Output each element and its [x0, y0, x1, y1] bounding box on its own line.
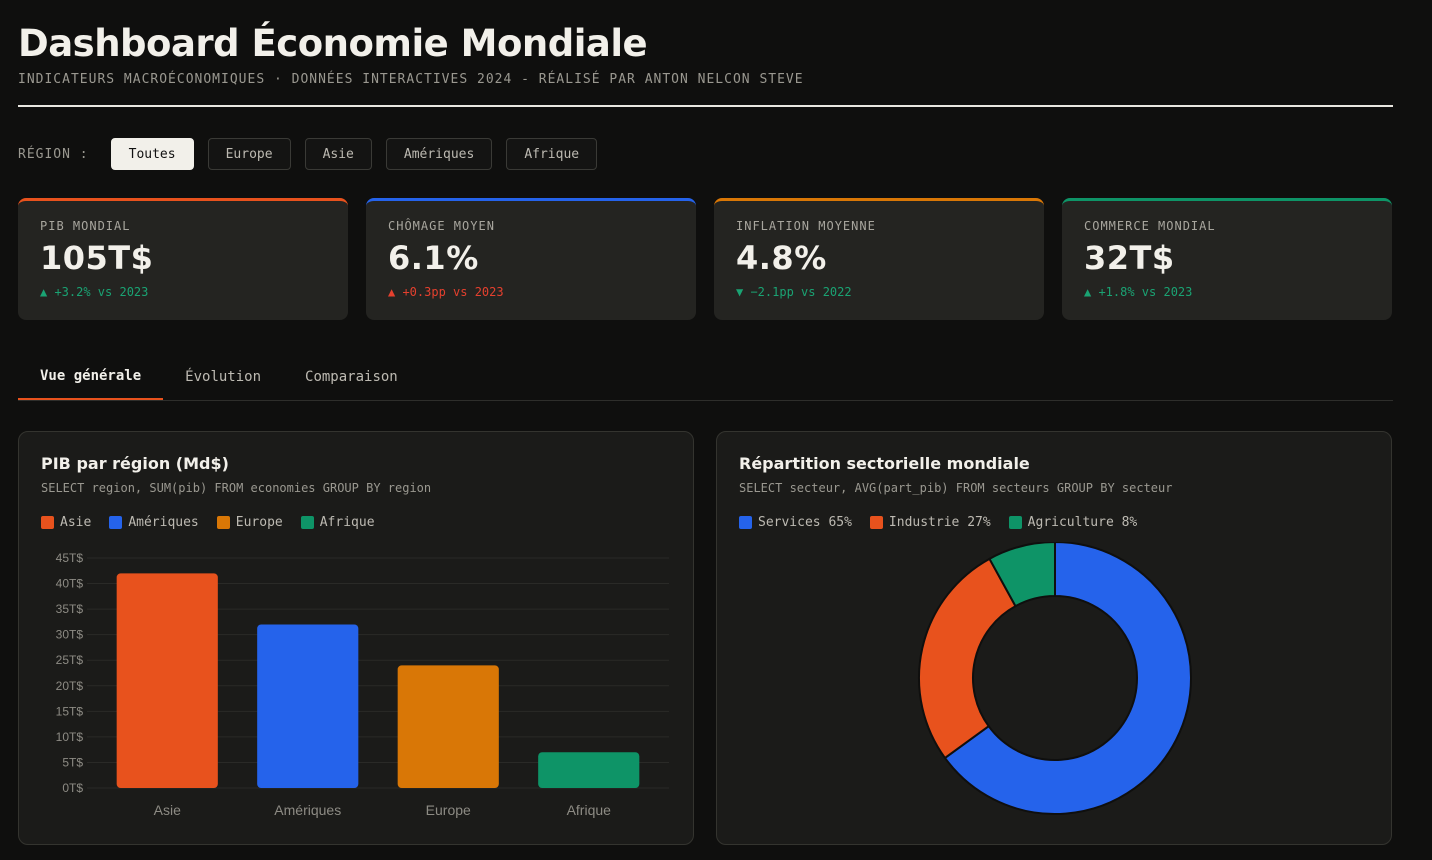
legend-swatch — [869, 516, 883, 529]
legend-item: Amériques — [109, 515, 199, 530]
legend-item: Industrie 27% — [869, 515, 991, 530]
legend-swatch — [300, 516, 314, 529]
gdp-by-region-card: PIB par région (Md$) SELECT region, SUM(… — [18, 431, 694, 845]
kpi-delta: ▲ +1.8% vs 2023 — [1084, 285, 1193, 299]
slice-services — [943, 542, 1192, 815]
kpi-value: 6.1% — [388, 239, 479, 277]
tab-overview[interactable]: Vue générale — [18, 354, 164, 400]
y-tick-label: 45T$ — [56, 551, 84, 565]
y-tick-label: 35T$ — [56, 602, 84, 616]
kpi-delta: ▲ +0.3pp vs 2023 — [388, 285, 504, 299]
legend-label: Industrie 27% — [888, 515, 991, 530]
legend-swatch — [109, 516, 123, 529]
y-tick-label: 40T$ — [56, 577, 84, 591]
y-tick-label: 0T$ — [62, 781, 83, 795]
kpi-label: CHÔMAGE MOYEN — [388, 219, 495, 233]
legend-swatch — [41, 516, 54, 529]
legend-item: Agriculture 8% — [1008, 515, 1138, 530]
legend-label: Agriculture 8% — [1027, 515, 1138, 530]
region-button-asia[interactable]: Asie — [304, 138, 372, 170]
legend-label: Services 65% — [758, 515, 852, 530]
legend-label: Europe — [235, 515, 283, 530]
kpi-label: INFLATION MOYENNE — [736, 219, 876, 233]
kpi-delta: ▼ −2.1pp vs 2022 — [736, 285, 852, 299]
region-button-africa[interactable]: Afrique — [506, 138, 598, 170]
bar-afrique — [538, 752, 640, 788]
gdp-bar-chart: 0T$ 5T$ 10T$ 15T$ 20T$ 25T$ 30T$ 35T$ 40T$ 45T$ As… — [56, 551, 669, 818]
header: Dashboard Économie Mondiale INDICATEURS … — [18, 22, 1393, 107]
kpi-card-gdp: PIB MONDIAL 105T$ ▲ +3.2% vs 2023 — [18, 198, 348, 320]
page-title: Dashboard Économie Mondiale — [18, 22, 648, 65]
x-tick-label: Afrique — [567, 802, 612, 818]
slice-industrie — [918, 557, 1017, 760]
kpi-value: 105T$ — [40, 239, 154, 277]
card-title: PIB par région (Md$) — [41, 454, 229, 473]
tab-evolution[interactable]: Évolution — [185, 369, 262, 385]
kpi-delta: ▲ +3.2% vs 2023 — [40, 285, 149, 299]
x-tick-label: Asie — [154, 802, 181, 818]
card-sql-query: SELECT secteur, AVG(part_pib) FROM secte… — [739, 481, 1173, 495]
bar-amériques — [257, 624, 359, 788]
legend-swatch — [739, 516, 752, 529]
tab-comparison[interactable]: Comparaison — [305, 369, 398, 385]
kpi-cards: PIB MONDIAL 105T$ ▲ +3.2% vs 2023 CHÔMAG… — [18, 198, 1392, 320]
bar-asie — [116, 573, 218, 788]
legend-item: Asie — [41, 515, 91, 530]
kpi-value: 32T$ — [1084, 239, 1175, 277]
region-filter: RÉGION : Toutes Europe Asie Amériques Af… — [18, 138, 598, 170]
region-button-europe[interactable]: Europe — [207, 138, 291, 170]
region-filter-label: RÉGION : — [18, 146, 89, 162]
kpi-card-inflation: INFLATION MOYENNE 4.8% ▼ −2.1pp vs 2022 — [714, 198, 1044, 320]
x-tick-label: Europe — [426, 802, 471, 818]
view-tabs: Vue générale Évolution Comparaison — [18, 354, 1393, 401]
bar-europe — [397, 665, 499, 788]
kpi-card-unemployment: CHÔMAGE MOYEN 6.1% ▲ +0.3pp vs 2023 — [366, 198, 696, 320]
y-tick-label: 30T$ — [56, 628, 84, 642]
card-sql-query: SELECT region, SUM(pib) FROM economies G… — [41, 481, 432, 495]
legend-swatch — [1008, 516, 1022, 529]
page-subtitle: INDICATEURS MACROÉCONOMIQUES · DONNÉES I… — [18, 72, 804, 87]
region-button-all[interactable]: Toutes — [110, 138, 194, 170]
legend-label: Amériques — [128, 515, 199, 530]
slice-agriculture — [988, 542, 1056, 608]
sector-breakdown-card: Répartition sectorielle mondiale SELECT … — [716, 431, 1392, 845]
legend-swatch — [216, 516, 230, 529]
legend-item: Europe — [216, 515, 283, 530]
kpi-label: PIB MONDIAL — [40, 219, 131, 233]
chart-legend: Asie Amériques Europe Afrique — [41, 515, 671, 530]
y-tick-label: 20T$ — [56, 679, 84, 693]
kpi-card-trade: COMMERCE MONDIAL 32T$ ▲ +1.8% vs 2023 — [1062, 198, 1392, 320]
y-tick-label: 5T$ — [62, 755, 83, 769]
x-tick-label: Amériques — [274, 802, 341, 818]
kpi-label: COMMERCE MONDIAL — [1084, 219, 1216, 233]
region-button-americas[interactable]: Amériques — [385, 138, 493, 170]
sector-donut-chart — [918, 542, 1192, 815]
card-title: Répartition sectorielle mondiale — [739, 454, 1030, 473]
legend-item: Afrique — [300, 515, 375, 530]
chart-legend: Services 65% Industrie 27% Agriculture 8… — [739, 515, 1369, 530]
legend-label: Asie — [60, 515, 92, 530]
y-tick-label: 10T$ — [56, 730, 84, 744]
header-divider — [18, 105, 1393, 107]
legend-label: Afrique — [319, 515, 375, 530]
legend-item: Services 65% — [739, 515, 852, 530]
y-tick-label: 25T$ — [56, 653, 84, 667]
kpi-value: 4.8% — [736, 239, 827, 277]
y-tick-label: 15T$ — [56, 704, 84, 718]
